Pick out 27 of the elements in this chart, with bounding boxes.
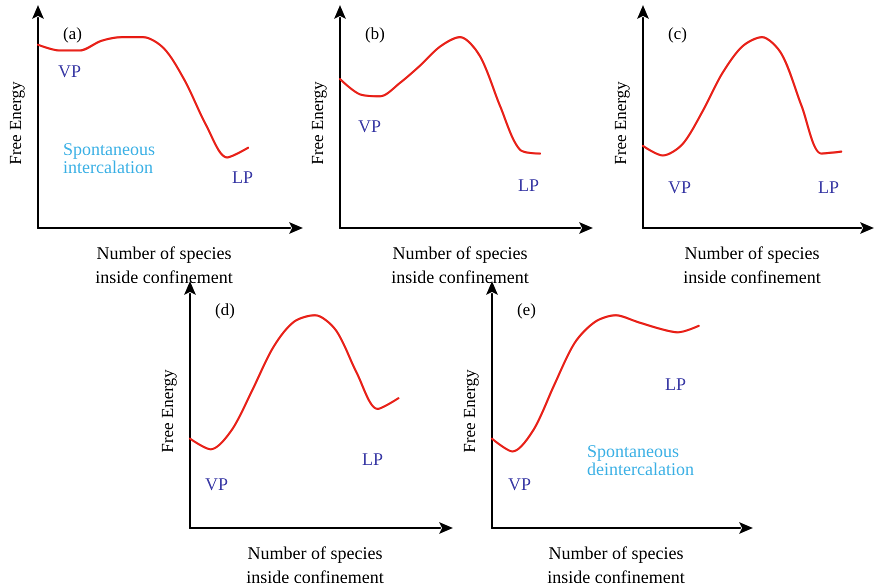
annotation: Spontaneous intercalation [63, 139, 160, 177]
annotation: Spontaneous deintercalation [587, 441, 694, 479]
x-axis-title: Number of species inside confinement [246, 542, 384, 584]
x-axis-title: Number of species inside confinement [547, 542, 685, 584]
y-axis-title: Free Energy [6, 80, 25, 165]
chart-title: (c) [668, 24, 687, 43]
annotation: VP [58, 61, 82, 81]
annotation: LP [232, 167, 254, 187]
annotation: VP [668, 177, 692, 197]
x-axis-title: Number of species inside confinement [683, 242, 821, 287]
x-axis-title: Number of species inside confinement [391, 242, 529, 287]
annotation: LP [362, 449, 384, 469]
chart-title: (b) [365, 24, 385, 43]
x-axis-title: Number of species inside confinement [95, 242, 233, 287]
annotation: VP [205, 474, 228, 494]
annotation: LP [665, 374, 686, 394]
chart-title: (a) [63, 24, 82, 43]
y-axis-title: Free Energy [308, 80, 327, 165]
annotation: LP [818, 177, 840, 197]
annotation: VP [358, 116, 382, 136]
y-axis-title: Free Energy [611, 80, 630, 165]
y-axis-title: Free Energy [460, 368, 479, 453]
annotation: VP [508, 474, 532, 494]
chart-title: (e) [517, 300, 536, 319]
annotation: LP [518, 175, 540, 195]
y-axis-title: Free Energy [158, 368, 177, 453]
chart-title: (d) [215, 300, 235, 319]
